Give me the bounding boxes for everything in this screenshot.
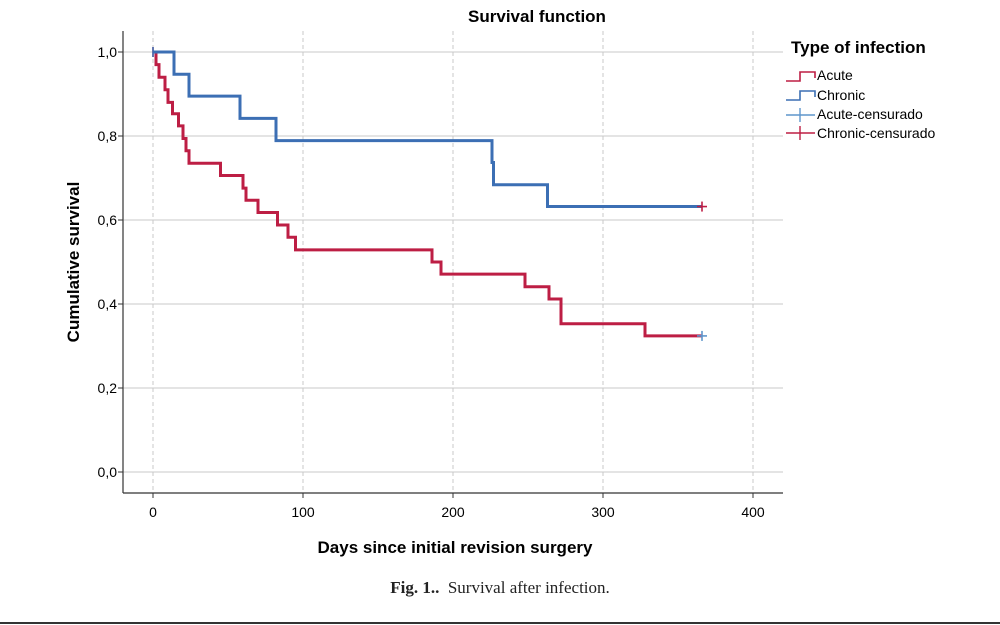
series-acute-curve — [153, 50, 702, 338]
figure-caption-label: Fig. 1.. — [390, 578, 440, 597]
legend-swatch-acute — [786, 71, 816, 82]
series-layer — [152, 47, 707, 341]
figure-caption: Fig. 1.. Survival after infection. — [0, 578, 1000, 598]
axes — [118, 31, 783, 498]
x-tick-label-4: 400 — [741, 504, 765, 520]
x-tick-label-0: 0 — [149, 504, 157, 520]
legend-item-acute: Acute — [786, 67, 853, 83]
y-tick-label-4: 0,8 — [98, 128, 118, 144]
legend-title: Type of infection — [791, 38, 926, 57]
legend-label-chronic-censored: Chronic-censurado — [817, 125, 935, 141]
series-chronic-curve — [153, 50, 702, 209]
y-tick-label-5: 1,0 — [98, 44, 118, 60]
x-axis-label: Days since initial revision surgery — [318, 538, 594, 557]
x-tick-label-2: 200 — [441, 504, 465, 520]
y-tick-label-1: 0,2 — [98, 380, 118, 396]
y-axis-label: Cumulative survival — [64, 182, 83, 343]
legend: Type of infection Acute Chronic Acute-ce… — [786, 38, 935, 141]
chart-title: Survival function — [468, 7, 606, 26]
x-tick-label-1: 100 — [291, 504, 315, 520]
x-tick-label-3: 300 — [591, 504, 615, 520]
y-tick-label-2: 0,4 — [98, 296, 118, 312]
y-tick-label-0: 0,0 — [98, 464, 118, 480]
legend-item-acute-censored: Acute-censurado — [786, 106, 923, 122]
y-tick-label-3: 0,6 — [98, 212, 118, 228]
legend-swatch-chronic — [786, 90, 816, 101]
legend-item-chronic: Chronic — [786, 87, 865, 103]
tick-labels: 0,0 0,2 0,4 0,6 0,8 1,0 0 100 200 300 400 — [98, 44, 765, 520]
legend-label-acute-censored: Acute-censurado — [817, 106, 923, 122]
legend-item-chronic-censored: Chronic-censurado — [786, 125, 935, 141]
grid — [123, 31, 783, 493]
page-divider — [0, 622, 1000, 624]
legend-label-acute: Acute — [817, 67, 853, 83]
legend-label-chronic: Chronic — [817, 87, 865, 103]
figure-caption-text: Survival after infection. — [447, 578, 610, 597]
